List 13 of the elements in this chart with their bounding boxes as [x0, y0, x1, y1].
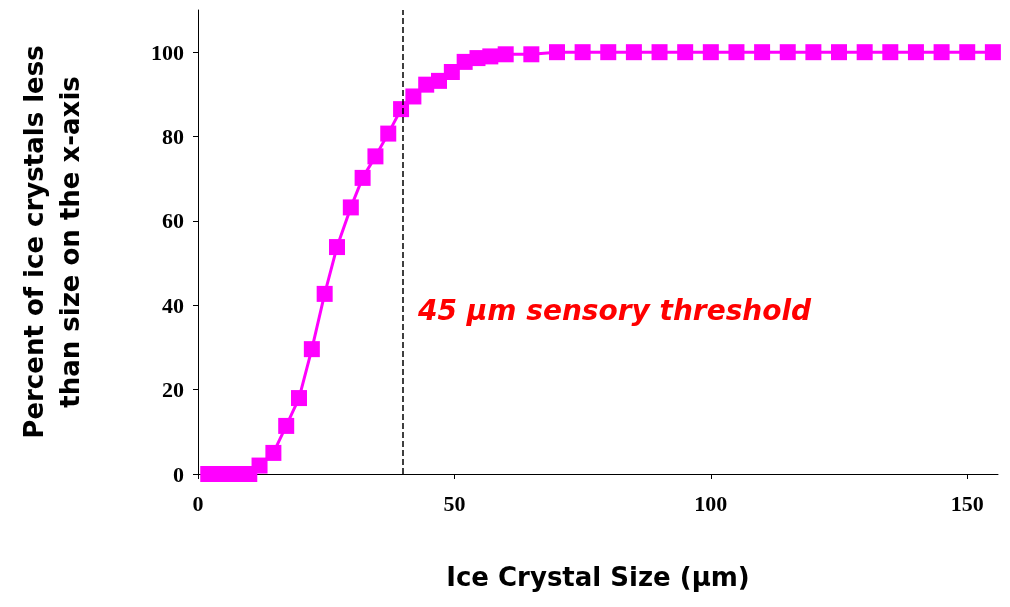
y-tick-label: 80: [162, 124, 184, 150]
x-tick-label: 50: [443, 490, 466, 516]
x-tick-label: 100: [694, 490, 728, 516]
y-tick-label: 40: [162, 292, 184, 318]
x-tick-label: 150: [950, 490, 984, 516]
y-tick-label: 20: [162, 377, 184, 403]
y-tick-label: 60: [162, 208, 184, 234]
y-tick-label: 100: [151, 39, 184, 65]
y-tick-label: 0: [173, 461, 184, 487]
annotation: 45 µm sensory threshold: [417, 293, 813, 327]
x-tick-label: 0: [192, 490, 204, 516]
x-axis-title: Ice Crystal Size (µm): [446, 562, 750, 592]
y-axis-title: Percent of ice crystals less than size on the x-axis: [19, 45, 85, 439]
